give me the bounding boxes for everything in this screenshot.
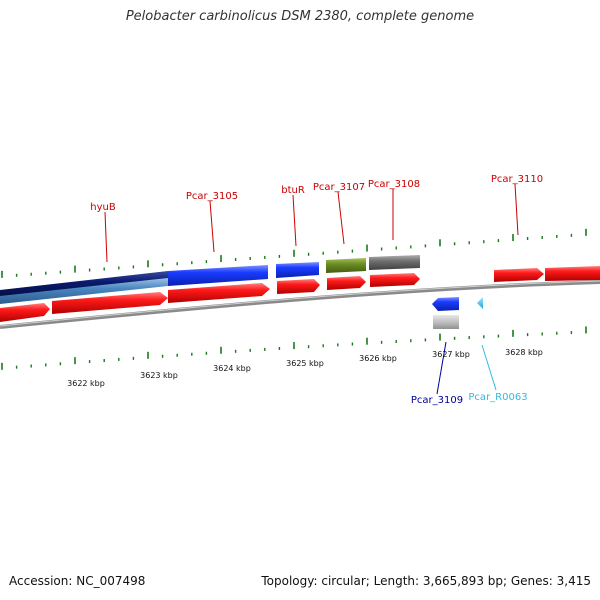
cds-reverse-pcar3109 xyxy=(432,297,459,311)
gene-navy-block xyxy=(0,271,168,298)
accession-label: Accession: NC_007498 xyxy=(9,574,146,588)
genome-backbone xyxy=(0,280,600,329)
gene-btuR xyxy=(276,262,319,278)
gene-label-pcar3110[interactable]: Pcar_3110 xyxy=(491,174,543,185)
outer-tick-row xyxy=(1,228,587,278)
kbp-label-3623: 3623 kbp xyxy=(140,371,178,380)
kbp-label-3628: 3628 kbp xyxy=(505,348,543,357)
gene-pcar3108 xyxy=(369,255,420,270)
cds-forward-8 xyxy=(545,266,600,281)
gene-label-group: hyuB Pcar_3105 btuR Pcar_3107 Pcar_3108 … xyxy=(90,174,543,406)
rna-pcar-r0063 xyxy=(477,297,483,309)
cds-forward-7 xyxy=(494,268,544,282)
gene-steel-block xyxy=(0,278,168,304)
kbp-label-group: 3622 kbp 3623 kbp 3624 kbp 3625 kbp 3626… xyxy=(67,348,543,388)
kbp-label-3624: 3624 kbp xyxy=(213,364,251,373)
gene-pcar3107 xyxy=(326,258,366,273)
inner-tick-row xyxy=(1,326,587,370)
gene-pcar3105 xyxy=(168,265,268,286)
cds-forward-3 xyxy=(168,283,270,303)
kbp-label-3622: 3622 kbp xyxy=(67,379,105,388)
gene-label-pcar3109[interactable]: Pcar_3109 xyxy=(411,395,463,406)
gene-light-block xyxy=(433,315,459,329)
gene-label-pcar-r0063[interactable]: Pcar_R0063 xyxy=(468,392,527,403)
kbp-label-3627: 3627 kbp xyxy=(432,350,470,359)
cds-forward-6 xyxy=(370,273,420,287)
gene-label-hyub[interactable]: hyuB xyxy=(90,202,116,213)
genome-backbone-highlight xyxy=(0,280,600,327)
leader-lines xyxy=(104,183,519,395)
cds-forward-1 xyxy=(0,303,50,322)
gene-label-pcar3107[interactable]: Pcar_3107 xyxy=(313,182,365,193)
cds-forward-2 xyxy=(52,292,168,314)
genome-title: Pelobacter carbinolicus DSM 2380, comple… xyxy=(125,9,475,24)
kbp-label-3626: 3626 kbp xyxy=(359,354,397,363)
cds-forward-4 xyxy=(277,279,320,294)
gene-label-btur[interactable]: btuR xyxy=(281,185,305,196)
genome-summary: Topology: circular; Length: 3,665,893 bp… xyxy=(261,574,591,588)
cds-forward-5 xyxy=(327,276,366,290)
gene-label-pcar3108[interactable]: Pcar_3108 xyxy=(368,179,420,190)
kbp-label-3625: 3625 kbp xyxy=(286,359,324,368)
gene-label-pcar3105[interactable]: Pcar_3105 xyxy=(186,191,238,202)
